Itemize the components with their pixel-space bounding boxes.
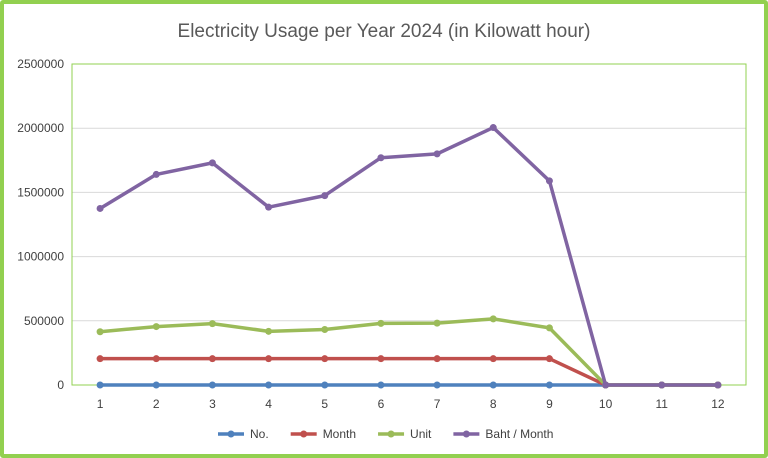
legend-label: Unit <box>410 427 432 441</box>
series-unit <box>96 315 722 389</box>
data-point <box>377 319 385 327</box>
x-tick-label: 11 <box>656 397 669 411</box>
x-axis-ticks: 1 2 3 4 5 6 7 8 9 10 11 12 <box>97 397 725 411</box>
data-point <box>96 355 104 363</box>
x-tick-label: 2 <box>153 397 160 411</box>
legend-swatch-marker <box>387 430 395 438</box>
data-point <box>489 355 497 363</box>
y-tick-label: 500000 <box>24 314 64 328</box>
data-point <box>433 150 441 158</box>
legend: No. Month Unit Baht / Month <box>218 427 553 441</box>
data-point <box>265 327 273 335</box>
data-point <box>152 381 160 389</box>
series-lines <box>96 124 722 389</box>
plot-area-border <box>71 63 747 386</box>
data-point <box>658 381 666 389</box>
y-axis-ticks: 0 500000 1000000 1500000 2000000 2500000 <box>17 57 64 392</box>
data-point <box>545 177 553 185</box>
x-tick-label: 8 <box>490 397 497 411</box>
legend-swatch-marker <box>462 430 470 438</box>
legend-item: Month <box>290 427 356 441</box>
data-point <box>265 355 273 363</box>
data-point <box>265 203 273 211</box>
data-point <box>152 170 160 178</box>
legend-label: Baht / Month <box>485 427 553 441</box>
data-point <box>433 355 441 363</box>
x-tick-label: 5 <box>321 397 328 411</box>
y-tick-label: 2000000 <box>17 121 64 135</box>
data-point <box>96 381 104 389</box>
x-tick-label: 3 <box>209 397 216 411</box>
data-point <box>208 320 216 328</box>
data-point <box>489 124 497 132</box>
data-point <box>433 319 441 327</box>
data-point <box>377 355 385 363</box>
data-point <box>545 381 553 389</box>
data-point <box>489 381 497 389</box>
data-point <box>602 381 610 389</box>
data-point <box>208 159 216 167</box>
legend-swatch-marker <box>227 430 235 438</box>
y-tick-label: 0 <box>57 378 64 392</box>
chart-title: Electricity Usage per Year 2024 (in Kilo… <box>178 21 591 42</box>
data-point <box>321 192 329 200</box>
data-point <box>96 328 104 336</box>
x-tick-label: 9 <box>546 397 553 411</box>
series-line <box>98 125 720 387</box>
legend-label: No. <box>250 427 269 441</box>
legend-swatch-marker <box>300 430 308 438</box>
x-tick-label: 7 <box>434 397 441 411</box>
data-point <box>321 326 329 334</box>
legend-item: No. <box>218 427 269 441</box>
data-point <box>714 381 722 389</box>
data-point <box>545 355 553 363</box>
x-tick-label: 6 <box>378 397 385 411</box>
data-point <box>96 204 104 212</box>
legend-item: Unit <box>378 427 432 441</box>
legend-item: Baht / Month <box>453 427 553 441</box>
data-point <box>208 381 216 389</box>
data-point <box>489 315 497 323</box>
series-line <box>98 317 720 387</box>
data-point <box>377 154 385 162</box>
legend-label: Month <box>323 427 356 441</box>
y-tick-label: 2500000 <box>17 57 64 71</box>
y-tick-label: 1000000 <box>17 250 64 264</box>
series-line <box>98 356 720 387</box>
data-point <box>265 381 273 389</box>
series-baht-month <box>96 124 722 389</box>
y-tick-label: 1500000 <box>17 185 64 199</box>
data-point <box>152 355 160 363</box>
x-tick-label: 10 <box>599 397 613 411</box>
data-point <box>433 381 441 389</box>
x-tick-label: 12 <box>711 397 725 411</box>
x-tick-label: 1 <box>97 397 104 411</box>
gridlines <box>72 127 746 322</box>
x-tick-label: 4 <box>265 397 272 411</box>
data-point <box>321 355 329 363</box>
data-point <box>377 381 385 389</box>
data-point <box>545 324 553 332</box>
data-point <box>321 381 329 389</box>
data-point <box>208 355 216 363</box>
data-point <box>152 323 160 331</box>
